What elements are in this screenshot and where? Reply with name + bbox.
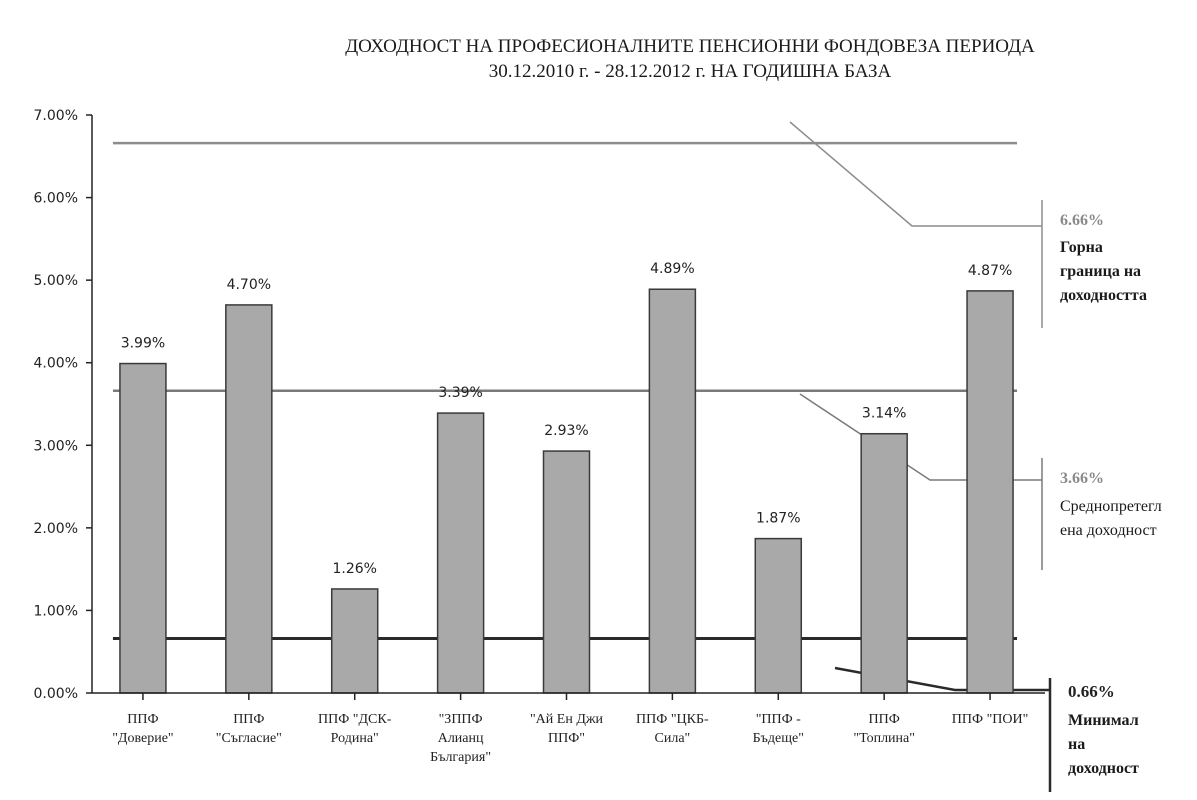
x-tick-label: ППФ	[233, 712, 264, 727]
y-tick-label: 0.00%	[34, 686, 78, 702]
y-tick-label: 3.00%	[34, 438, 78, 454]
chart-title-group: ДОХОДНОСТ НА ПРОФЕСИОНАЛНИТЕ ПЕНСИОННИ Ф…	[345, 36, 1035, 82]
y-tick-label: 5.00%	[34, 273, 78, 289]
reference-label: ена доходност	[1060, 522, 1157, 539]
reference-label: Минимал	[1068, 712, 1139, 729]
data-label: 3.14%	[862, 406, 906, 422]
data-label: 1.87%	[756, 511, 800, 527]
axes: 0.00% 1.00% 2.00% 3.00% 4.00% 5.00% 6.00% 7.00%	[34, 108, 1045, 702]
chart-title: ДОХОДНОСТ НА ПРОФЕСИОНАЛНИТЕ ПЕНСИОННИ Ф…	[345, 36, 1035, 57]
reference-value: 3.66%	[1060, 470, 1104, 487]
chart-subtitle: 30.12.2010 г. - 28.12.2012 г. НА ГОДИШНА…	[489, 61, 892, 82]
y-tick-label: 2.00%	[34, 521, 78, 537]
x-tick-label: ППФ	[127, 712, 158, 727]
data-label: 4.70%	[227, 277, 271, 293]
reference-label: на	[1068, 736, 1085, 753]
data-label: 4.89%	[650, 261, 694, 277]
x-tick-label: ППФ"	[548, 731, 585, 746]
data-label: 3.39%	[438, 385, 482, 401]
reference-label: доходността	[1060, 287, 1147, 304]
bar	[119, 362, 167, 694]
y-tick-label: 4.00%	[34, 356, 78, 372]
x-tick-label: "ППФ -	[756, 712, 801, 727]
x-tick-label: "Ай Ен Джи	[530, 712, 604, 727]
labels: 3.99% ППФ "Доверие" 4.70% ППФ "Съгласие" 1.26%…	[112, 212, 1162, 777]
data-label: 1.26%	[332, 561, 376, 577]
x-tick-label: Алианц	[438, 731, 484, 746]
bar	[225, 304, 273, 694]
x-tick-label: ППФ "ДСК-	[318, 712, 392, 727]
y-tick-label: 7.00%	[34, 108, 78, 124]
x-tick-label: Бъдеще"	[753, 731, 804, 746]
bar	[754, 537, 803, 694]
bar	[330, 588, 379, 694]
reference-label: Горна	[1060, 239, 1103, 256]
y-tick-label: 6.00%	[34, 191, 78, 207]
x-tick-label: България"	[430, 750, 491, 765]
bars	[119, 288, 1014, 694]
callout-leader	[789, 121, 1042, 227]
x-tick-label: ППФ	[869, 712, 900, 727]
bar	[436, 412, 485, 694]
data-label: 3.99%	[121, 336, 165, 352]
x-tick-label: ППФ "ЦКБ-	[636, 712, 709, 727]
x-tick-label: "Съгласие"	[216, 731, 282, 746]
reference-label: граница на	[1060, 263, 1141, 280]
x-tick-label: "ЗППФ	[439, 712, 483, 727]
bar	[542, 450, 591, 694]
x-tick-label: "Доверие"	[112, 731, 173, 746]
x-tick-label: Сила"	[655, 731, 691, 746]
x-tick-label: ППФ "ПОИ"	[952, 712, 1029, 727]
bar	[966, 290, 1014, 694]
reference-label: доходност	[1068, 760, 1139, 777]
reference-value: 0.66%	[1068, 682, 1115, 701]
x-tick-label: "Топлина"	[853, 731, 915, 746]
bar	[648, 288, 697, 694]
data-label: 2.93%	[544, 423, 588, 439]
bar	[860, 432, 908, 694]
y-tick-label: 1.00%	[34, 603, 78, 619]
reference-label: Среднопретегл	[1060, 498, 1162, 515]
reference-value: 6.66%	[1060, 212, 1104, 229]
x-tick-label: Родина"	[331, 731, 379, 746]
data-label: 4.87%	[968, 263, 1012, 279]
